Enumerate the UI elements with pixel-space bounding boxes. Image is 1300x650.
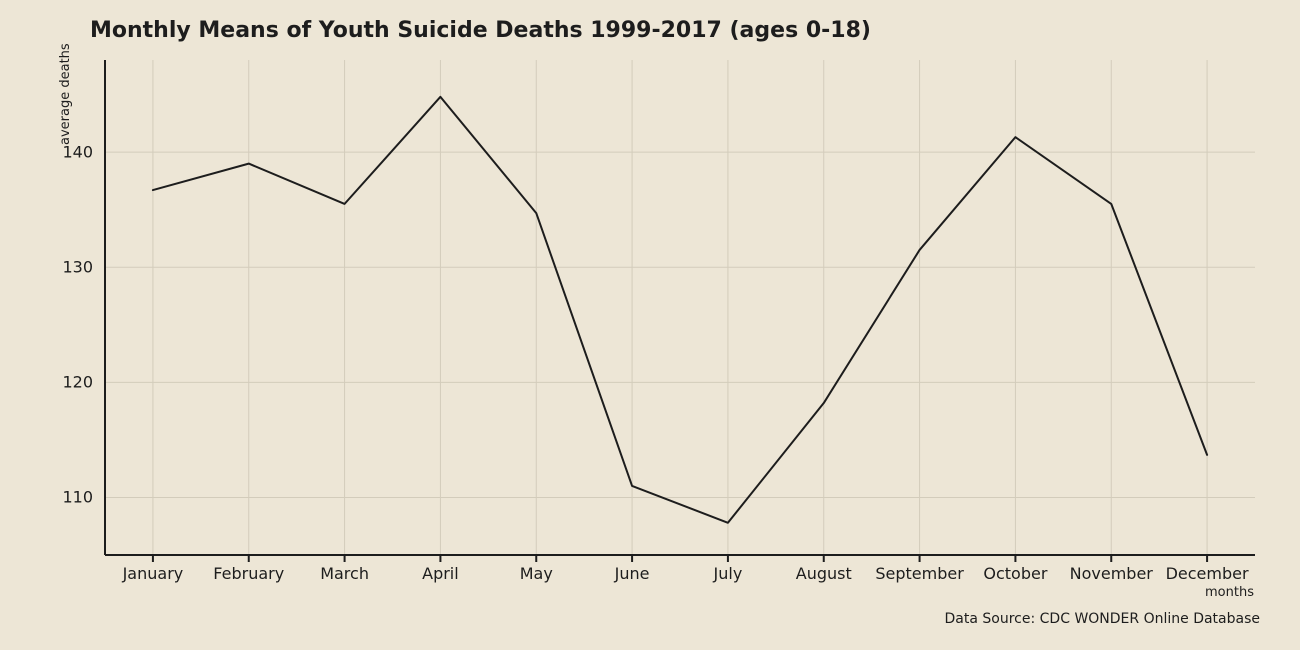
x-tick-label: August — [796, 564, 852, 583]
chart-caption: Data Source: CDC WONDER Online Database — [945, 611, 1260, 627]
x-tick-label: April — [422, 564, 459, 583]
x-tick-label: February — [213, 564, 284, 583]
chart-canvas: Monthly Means of Youth Suicide Deaths 19… — [0, 0, 1300, 650]
y-tick-label: 140 — [0, 143, 93, 162]
x-axis-label: months — [1205, 585, 1254, 600]
x-tick-label: March — [320, 564, 369, 583]
x-tick-label: October — [983, 564, 1047, 583]
x-tick-label: January — [123, 564, 184, 583]
y-axis-label: average deaths — [58, 43, 73, 145]
y-tick-label: 120 — [0, 373, 93, 392]
y-tick-label: 110 — [0, 488, 93, 507]
x-tick-label: July — [714, 564, 743, 583]
x-tick-label: May — [520, 564, 553, 583]
y-tick-label: 130 — [0, 258, 93, 277]
chart-plot-svg — [0, 0, 1300, 650]
x-tick-label: June — [615, 564, 650, 583]
x-tick-label: September — [875, 564, 963, 583]
chart-title: Monthly Means of Youth Suicide Deaths 19… — [90, 18, 871, 43]
x-tick-label: December — [1166, 564, 1249, 583]
x-tick-label: November — [1070, 564, 1153, 583]
